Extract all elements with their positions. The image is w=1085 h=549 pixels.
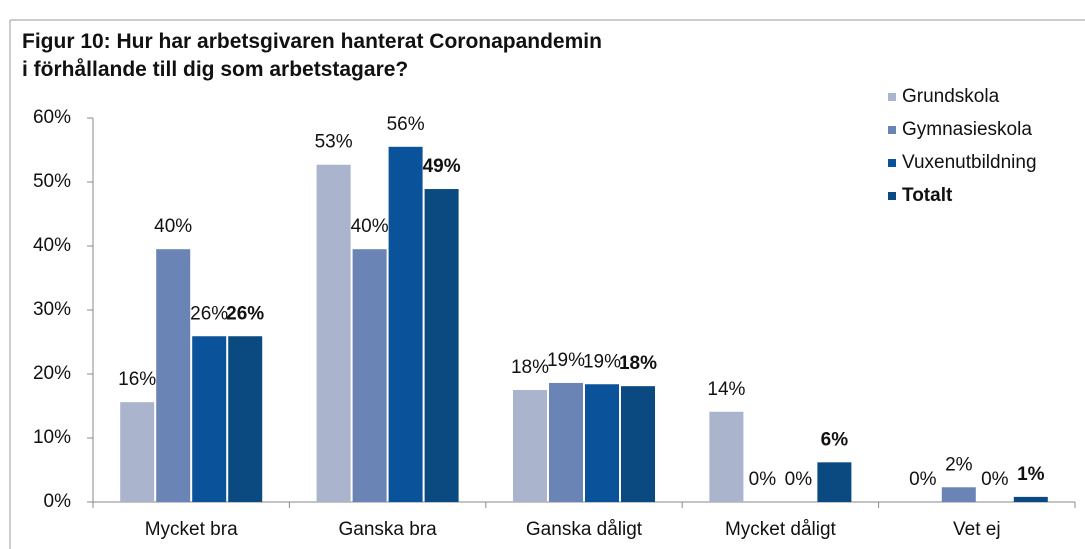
data-label: 53% xyxy=(315,132,353,153)
y-tick-label: 60% xyxy=(33,107,71,128)
bar xyxy=(585,384,619,502)
legend-swatch xyxy=(888,126,896,134)
data-label: 56% xyxy=(387,114,425,135)
data-label: 14% xyxy=(707,379,745,400)
data-label: 2% xyxy=(945,454,973,475)
bar xyxy=(316,164,351,502)
legend-swatch xyxy=(888,192,896,200)
data-label: 26% xyxy=(226,303,264,324)
data-label: 26% xyxy=(190,303,228,324)
x-tick-label: Ganska dåligt xyxy=(526,519,643,540)
bar xyxy=(549,382,583,502)
bar xyxy=(388,146,423,503)
y-tick-label: 50% xyxy=(33,171,71,192)
data-label: 16% xyxy=(118,369,156,390)
bar xyxy=(1013,496,1048,502)
data-label: 1% xyxy=(1017,464,1045,485)
data-label: 19% xyxy=(547,350,585,371)
y-tick-label: 40% xyxy=(33,235,71,256)
bar xyxy=(192,336,227,502)
data-label: 19% xyxy=(583,351,621,372)
y-tick-label: 30% xyxy=(33,299,71,320)
x-tick-label: Ganska bra xyxy=(338,519,437,540)
bar xyxy=(621,386,655,502)
y-tick-label: 20% xyxy=(33,363,71,384)
legend-label: Gymnasieskola xyxy=(902,119,1032,140)
title-line: i förhållande till dig som arbetstagare? xyxy=(22,58,408,81)
bar xyxy=(156,249,191,502)
data-label: 40% xyxy=(351,216,389,237)
bar xyxy=(228,336,263,502)
legend-label: Totalt xyxy=(902,185,953,206)
bar xyxy=(709,411,744,502)
y-tick-label: 0% xyxy=(44,491,72,512)
bar xyxy=(941,487,976,502)
data-label: 0% xyxy=(785,469,813,490)
data-label: 40% xyxy=(154,216,192,237)
y-tick-label: 10% xyxy=(33,427,71,448)
chart-title: Figur 10: Hur har arbetsgivaren hanterat… xyxy=(22,30,602,81)
legend-label: Grundskola xyxy=(902,86,1000,107)
x-tick-label: Vet ej xyxy=(953,519,1001,540)
data-label: 0% xyxy=(981,469,1009,490)
data-label: 18% xyxy=(511,357,549,378)
bar xyxy=(817,462,852,502)
bar xyxy=(424,189,459,503)
data-label: 0% xyxy=(749,469,777,490)
bar xyxy=(120,402,155,502)
data-label: 0% xyxy=(909,469,937,490)
bar xyxy=(352,249,387,502)
legend-swatch xyxy=(888,159,896,167)
legend-label: Vuxenutbildning xyxy=(902,152,1037,173)
data-label: 49% xyxy=(423,156,461,177)
x-tick-label: Mycket dåligt xyxy=(725,519,837,540)
legend-swatch xyxy=(888,93,896,101)
data-label: 18% xyxy=(619,353,657,374)
title-line: Figur 10: Hur har arbetsgivaren hanterat… xyxy=(22,30,602,53)
x-tick-label: Mycket bra xyxy=(145,519,238,540)
data-label: 6% xyxy=(821,429,849,450)
bar xyxy=(513,390,547,502)
